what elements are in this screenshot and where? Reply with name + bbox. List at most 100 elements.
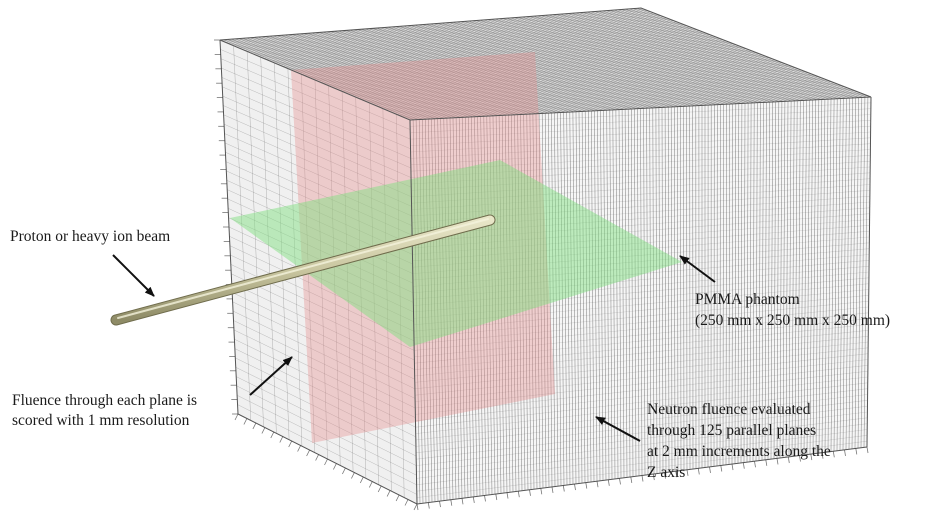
grid-line xyxy=(492,115,499,494)
grid-line xyxy=(325,57,770,85)
axis-tick xyxy=(324,458,328,466)
grid-line xyxy=(667,107,670,473)
grid-line xyxy=(412,248,870,287)
grid-line xyxy=(288,34,486,117)
grid-line xyxy=(410,108,871,134)
grid-line xyxy=(225,151,413,236)
grid-line xyxy=(244,19,671,51)
grid-line xyxy=(438,23,649,109)
grid-line xyxy=(410,143,871,172)
grid-line xyxy=(803,100,807,456)
grid-line xyxy=(755,102,758,462)
axis-tick xyxy=(630,476,633,483)
grid-line xyxy=(749,102,752,462)
grid-line xyxy=(728,104,730,465)
grid-line xyxy=(670,106,673,472)
grid-line xyxy=(556,14,779,102)
grid-line xyxy=(537,15,758,103)
grid-line xyxy=(674,106,676,472)
grid-line xyxy=(304,47,743,76)
grid-line xyxy=(221,77,411,159)
grid-line xyxy=(323,56,766,84)
grid-line xyxy=(510,17,729,105)
grid-line xyxy=(477,116,484,496)
grid-line xyxy=(836,98,841,451)
grid-line xyxy=(452,117,460,499)
grid-line xyxy=(827,98,832,452)
grid-line xyxy=(609,109,613,480)
grid-line xyxy=(411,149,871,178)
grid-line xyxy=(292,34,490,117)
grid-line xyxy=(487,19,704,106)
grid-line xyxy=(588,111,592,483)
axis-tick xyxy=(234,413,239,421)
grid-line xyxy=(361,28,566,113)
grid-line xyxy=(382,108,392,492)
grid-line xyxy=(621,9,851,99)
axis-tick xyxy=(607,479,610,486)
grid-line xyxy=(327,31,528,115)
grid-line xyxy=(833,98,838,452)
grid-line xyxy=(355,71,806,98)
grid-line xyxy=(388,86,845,112)
grid-line xyxy=(414,335,869,383)
axis-tick xyxy=(574,484,576,491)
grid-line xyxy=(446,118,454,500)
grid-line xyxy=(309,49,750,78)
grid-line xyxy=(416,411,868,466)
grid-line xyxy=(415,365,868,415)
grid-line xyxy=(625,8,855,99)
fluence-arrow xyxy=(249,356,293,396)
grid-line xyxy=(416,423,868,479)
grid-line xyxy=(788,100,792,457)
grid-line xyxy=(404,94,865,118)
grid-line xyxy=(465,117,472,498)
grid-line xyxy=(779,101,783,459)
grid-line xyxy=(235,38,427,120)
axis-tick xyxy=(844,449,846,456)
grid-line xyxy=(526,114,532,490)
grid-line xyxy=(815,99,820,454)
grid-line xyxy=(334,31,536,114)
grid-line xyxy=(279,35,714,66)
grid-line xyxy=(624,109,628,478)
grid-line xyxy=(472,20,687,107)
grid-line xyxy=(247,20,674,52)
grid-line xyxy=(412,242,870,281)
grid-line xyxy=(350,68,799,96)
grid-line xyxy=(396,26,603,111)
grid-line xyxy=(234,338,416,428)
grid-line xyxy=(797,100,801,456)
grid-line xyxy=(564,13,788,102)
grid-line xyxy=(236,385,417,476)
grid-line xyxy=(220,49,411,130)
axis-tick xyxy=(333,463,337,470)
grid-line xyxy=(731,103,733,465)
grid-line xyxy=(344,66,793,93)
grid-line xyxy=(358,72,809,99)
grid-line xyxy=(640,108,643,476)
grid-line xyxy=(232,301,416,390)
grid-line xyxy=(455,117,463,499)
grid-line xyxy=(260,57,277,434)
axis-tick xyxy=(288,440,293,448)
grid-line xyxy=(440,118,448,501)
grid-line xyxy=(575,111,580,484)
grid-line xyxy=(845,98,850,450)
grid-line xyxy=(468,117,475,497)
grid-line xyxy=(412,230,870,268)
grid-line xyxy=(740,103,743,464)
grid-line xyxy=(541,113,547,488)
grid-line xyxy=(223,114,412,198)
grid-line xyxy=(385,85,842,110)
neutron-label-line1: Neutron fluence evaluated xyxy=(647,401,811,418)
axis-tick xyxy=(652,474,655,481)
grid-line xyxy=(376,27,582,112)
cube-front-face xyxy=(410,97,871,504)
grid-line xyxy=(416,400,868,454)
grid-line xyxy=(752,102,755,462)
grid-line xyxy=(229,245,415,332)
grid-line xyxy=(557,112,562,486)
grid-line xyxy=(569,111,574,485)
grid-line xyxy=(563,112,568,486)
